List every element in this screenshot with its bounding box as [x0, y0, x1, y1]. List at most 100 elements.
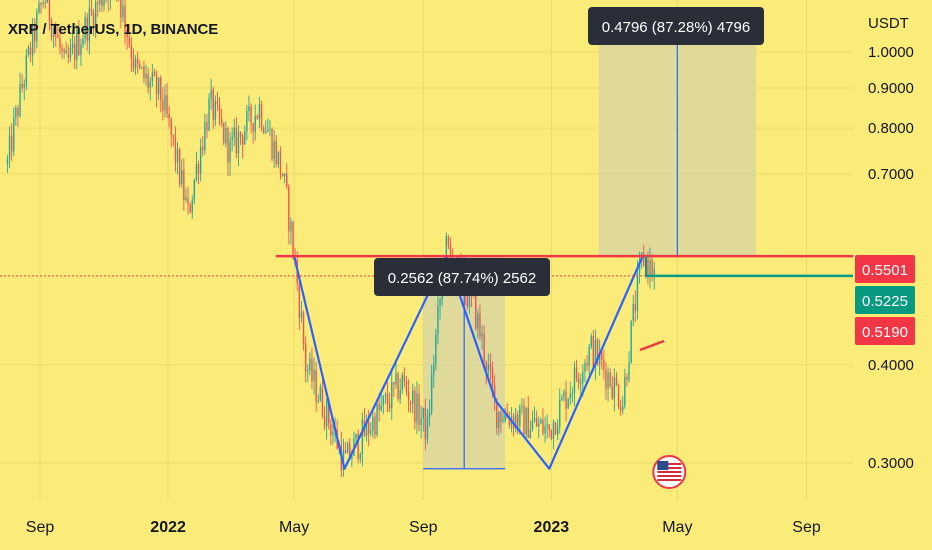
price-axis-label: 0.9000 — [868, 80, 914, 97]
candle-body — [535, 418, 538, 427]
candle-body — [613, 377, 616, 399]
candle-body — [218, 104, 221, 119]
candle-body — [277, 151, 280, 165]
candle-body — [136, 58, 139, 64]
time-axis-label: Sep — [792, 519, 821, 536]
candle-body — [311, 358, 313, 382]
candle-body — [653, 269, 655, 277]
candle-body — [527, 407, 529, 438]
candle-body — [386, 394, 389, 404]
candle-body — [435, 334, 437, 365]
candle-body — [248, 106, 250, 111]
candle-body — [298, 283, 301, 318]
candle-body — [328, 401, 330, 424]
candle-body — [120, 0, 122, 18]
candle-body — [344, 449, 347, 454]
price-badge-text: 0.5501 — [862, 262, 908, 279]
candle-body — [210, 89, 212, 99]
candle-body — [617, 385, 620, 407]
time-axis-label: 2022 — [150, 519, 186, 536]
candle-body — [418, 393, 420, 425]
candle-body — [250, 106, 252, 124]
candle-body — [279, 151, 282, 174]
candle-body — [128, 37, 130, 45]
candle-body — [73, 43, 76, 60]
candle-body — [126, 31, 128, 38]
pattern-line[interactable] — [293, 254, 644, 470]
candle-body — [84, 17, 86, 39]
candle-body — [288, 186, 290, 232]
candle-body — [626, 376, 628, 380]
candle-body — [267, 130, 269, 132]
measure-label-text: 0.4796 (87.28%) 4796 — [602, 19, 750, 36]
candle-body — [414, 390, 416, 423]
candle-body — [550, 429, 553, 440]
candle-body — [428, 412, 431, 418]
candle-body — [309, 358, 311, 370]
candle-body — [588, 346, 590, 366]
candle-body — [216, 100, 219, 105]
candle-body — [542, 419, 544, 434]
candle-body — [63, 50, 65, 52]
us-flag-icon[interactable] — [652, 455, 687, 489]
candle-body — [573, 367, 576, 394]
candle-body — [388, 403, 391, 409]
symbol-title[interactable]: XRP / TetherUS, 1D, BINANCE — [8, 21, 219, 38]
candle-body — [162, 99, 164, 111]
candle-body — [31, 24, 34, 56]
candle-body — [36, 12, 38, 42]
candle-body — [86, 17, 88, 41]
candle-body — [174, 137, 177, 163]
candle-body — [647, 258, 649, 277]
candle-body — [153, 72, 156, 77]
candle-body — [546, 424, 548, 427]
candle-body — [592, 336, 595, 368]
candle-body — [521, 405, 523, 407]
candle-body — [23, 84, 25, 88]
candle-body — [577, 378, 580, 384]
candle-body — [370, 430, 372, 434]
candle-body — [380, 404, 382, 411]
candle-body — [99, 0, 101, 5]
candle-body — [365, 420, 368, 436]
price-axis-label: 1.0000 — [868, 44, 914, 61]
candle-body — [241, 135, 244, 145]
candle-body — [88, 8, 91, 41]
candle-body — [437, 305, 439, 335]
candle-body — [517, 414, 519, 427]
candle-body — [598, 352, 601, 365]
candle-body — [638, 261, 641, 273]
candle-body — [409, 402, 412, 404]
candle-body — [349, 443, 351, 460]
candle-body — [233, 127, 235, 138]
candle-body — [634, 303, 637, 312]
candle-body — [580, 382, 582, 384]
candle-body — [412, 390, 414, 404]
candle-body — [101, 0, 103, 6]
candle-body — [55, 29, 57, 35]
us-flag-icon-stripe — [657, 479, 682, 481]
candle-body — [304, 342, 307, 372]
candle-body — [286, 173, 288, 187]
candle-body — [90, 8, 93, 13]
candle-body — [61, 47, 63, 52]
candle-body — [134, 58, 137, 68]
candle-body — [103, 0, 105, 6]
measure-label-text: 0.2562 (87.74%) 2562 — [388, 270, 536, 287]
candle-body — [531, 421, 534, 430]
candle-body — [265, 131, 267, 133]
candle-body — [160, 77, 162, 100]
candle-body — [246, 110, 248, 132]
trend-stub[interactable] — [639, 339, 665, 352]
candle-body — [397, 373, 399, 400]
price-badge-bg — [855, 317, 915, 345]
candle-body — [376, 403, 378, 435]
candle-body — [214, 100, 217, 120]
candle-body — [493, 385, 496, 399]
candle-body — [80, 44, 82, 55]
price-badge-text: 0.5225 — [862, 293, 908, 310]
candle-body — [372, 416, 374, 431]
candle-body — [237, 131, 240, 154]
